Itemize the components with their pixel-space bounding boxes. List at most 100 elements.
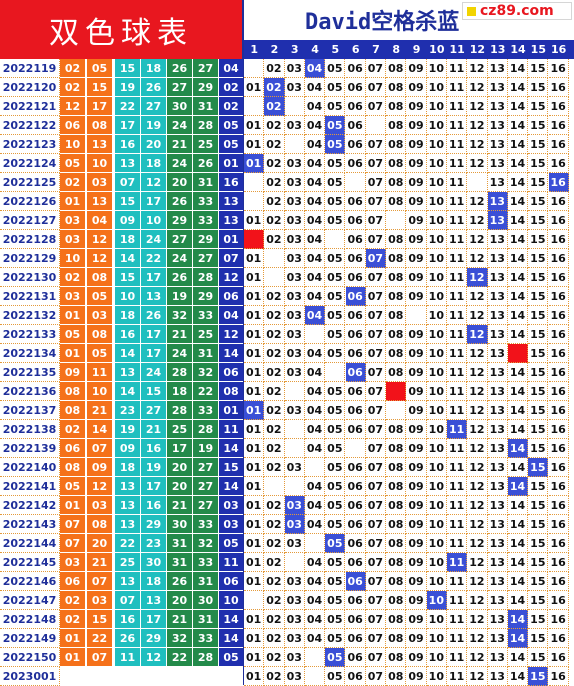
red-ball-cell: 05	[60, 477, 86, 496]
kill-grid-cell: 02	[264, 306, 285, 325]
kill-grid-cell: 14	[507, 667, 529, 686]
red-ball-cell: 08	[60, 458, 86, 477]
kill-grid-cell: 05	[325, 135, 346, 154]
kill-grid-cell: 06	[345, 211, 366, 230]
kill-grid-cell: 04	[304, 135, 326, 154]
kill-grid-cell: 03	[284, 116, 305, 135]
kill-grid-cell: 13	[487, 572, 508, 591]
kill-grid-cell: 01	[244, 534, 265, 553]
red-ball-cell: 20	[167, 458, 193, 477]
blue-ball-cell: 01	[219, 401, 243, 420]
kill-grid-cell: 06	[345, 667, 366, 686]
red-ball-cell	[115, 667, 141, 686]
kill-grid-cell: 01	[244, 515, 265, 534]
kill-grid-cell: 11	[447, 306, 468, 325]
kill-grid-cell: 16	[548, 363, 569, 382]
red-ball-cell: 05	[60, 154, 86, 173]
kill-grid-cell	[304, 648, 326, 667]
kill-grid-cell: 15	[528, 249, 549, 268]
kill-grid-cell: 11	[447, 97, 468, 116]
kill-grid-cell: 15	[528, 97, 549, 116]
red-ball-cell: 33	[193, 515, 219, 534]
kill-grid-cell: 05	[325, 515, 346, 534]
kill-grid-cell: 03	[284, 287, 305, 306]
kill-grid-cell: 05	[325, 496, 346, 515]
kill-grid-cell: 01	[244, 268, 265, 287]
kill-grid-cell: 16	[548, 629, 569, 648]
kill-grid-cell: 05	[325, 401, 346, 420]
site-logo[interactable]: cz89.com	[462, 2, 572, 20]
kill-grid-cell: 07	[365, 477, 387, 496]
kill-grid-cell: 15	[528, 515, 549, 534]
kill-grid-cell: 16	[548, 97, 569, 116]
kill-grid-cell: 11	[447, 135, 468, 154]
kill-grid-cell: 05	[325, 78, 346, 97]
issue-cell: 2022140	[0, 458, 60, 477]
red-ball-cell: 08	[60, 401, 86, 420]
kill-grid-cell: 06	[345, 553, 366, 572]
kill-grid-cell	[244, 173, 265, 192]
kill-grid-cell: 02	[264, 363, 285, 382]
kill-grid-cell: 14	[507, 553, 529, 572]
kill-grid-cell: 12	[467, 78, 488, 97]
red-ball-cell: 01	[60, 496, 86, 515]
kill-grid-cell	[304, 534, 326, 553]
kill-grid-cell: 11	[447, 420, 468, 439]
kill-grid-cell: 11	[447, 648, 468, 667]
kill-grid-cell: 06	[345, 268, 366, 287]
kill-grid-cell: 06	[345, 420, 366, 439]
kill-grid-cell: 16	[548, 154, 569, 173]
red-ball-cell: 22	[87, 629, 113, 648]
kill-grid-cell: 02	[264, 192, 285, 211]
kill-grid-cell: 07	[365, 572, 387, 591]
kill-grid-cell: 07	[365, 154, 387, 173]
red-ball-cell: 16	[115, 135, 141, 154]
kill-grid-cell: 10	[426, 173, 447, 192]
kill-grid-cell: 01	[244, 116, 265, 135]
kill-grid-cell: 08	[386, 477, 407, 496]
red-ball-cell: 21	[167, 496, 193, 515]
kill-grid-cell: 06	[345, 382, 366, 401]
red-ball-cell: 31	[193, 97, 219, 116]
kill-grid-cell: 09	[406, 420, 427, 439]
kill-grid-cell: 15	[528, 591, 549, 610]
kill-grid-cell: 09	[406, 287, 427, 306]
kill-grid-cell: 09	[406, 401, 427, 420]
kill-grid-cell	[304, 458, 326, 477]
kill-grid-cell: 16	[548, 78, 569, 97]
red-ball-cell: 12	[141, 173, 167, 192]
kill-grid-cell: 07	[365, 382, 387, 401]
kill-grid-cell: 08	[386, 116, 407, 135]
kill-grid-cell: 13	[487, 439, 508, 458]
kill-grid-cell: 13	[487, 230, 508, 249]
kill-grid-cell: 09	[406, 477, 427, 496]
red-ball-cell: 32	[167, 306, 193, 325]
issue-cell: 2022134	[0, 344, 60, 363]
kill-grid-cell: 14	[507, 325, 529, 344]
red-ball-cell: 23	[115, 401, 141, 420]
kill-grid-cell: 14	[507, 591, 529, 610]
red-ball-cell: 17	[141, 610, 167, 629]
red-ball-cell: 12	[87, 477, 113, 496]
kill-grid-cell: 11	[447, 667, 468, 686]
red-ball-cell: 01	[60, 192, 86, 211]
red-ball-cell: 13	[115, 572, 141, 591]
kill-grid-cell: 04	[304, 59, 326, 78]
red-ball-cell: 21	[141, 420, 167, 439]
kill-grid-cell: 07	[365, 648, 387, 667]
kill-grid-cell: 15	[528, 629, 549, 648]
red-ball-cell: 10	[60, 249, 86, 268]
kill-grid-cell: 13	[487, 173, 508, 192]
red-ball-cell: 22	[167, 648, 193, 667]
kill-grid-cell: 11	[447, 534, 468, 553]
blue-ball-cell: 06	[219, 572, 243, 591]
issue-cell: 2022131	[0, 287, 60, 306]
kill-grid-cell	[386, 211, 407, 230]
kill-grid-cell: 14	[507, 268, 529, 287]
red-ball-cell: 05	[87, 287, 113, 306]
kill-grid-cell: 07	[365, 534, 387, 553]
kill-grid-cell: 04	[304, 306, 326, 325]
kill-grid-cell: 02	[264, 591, 285, 610]
kill-grid-cell: 10	[426, 268, 447, 287]
